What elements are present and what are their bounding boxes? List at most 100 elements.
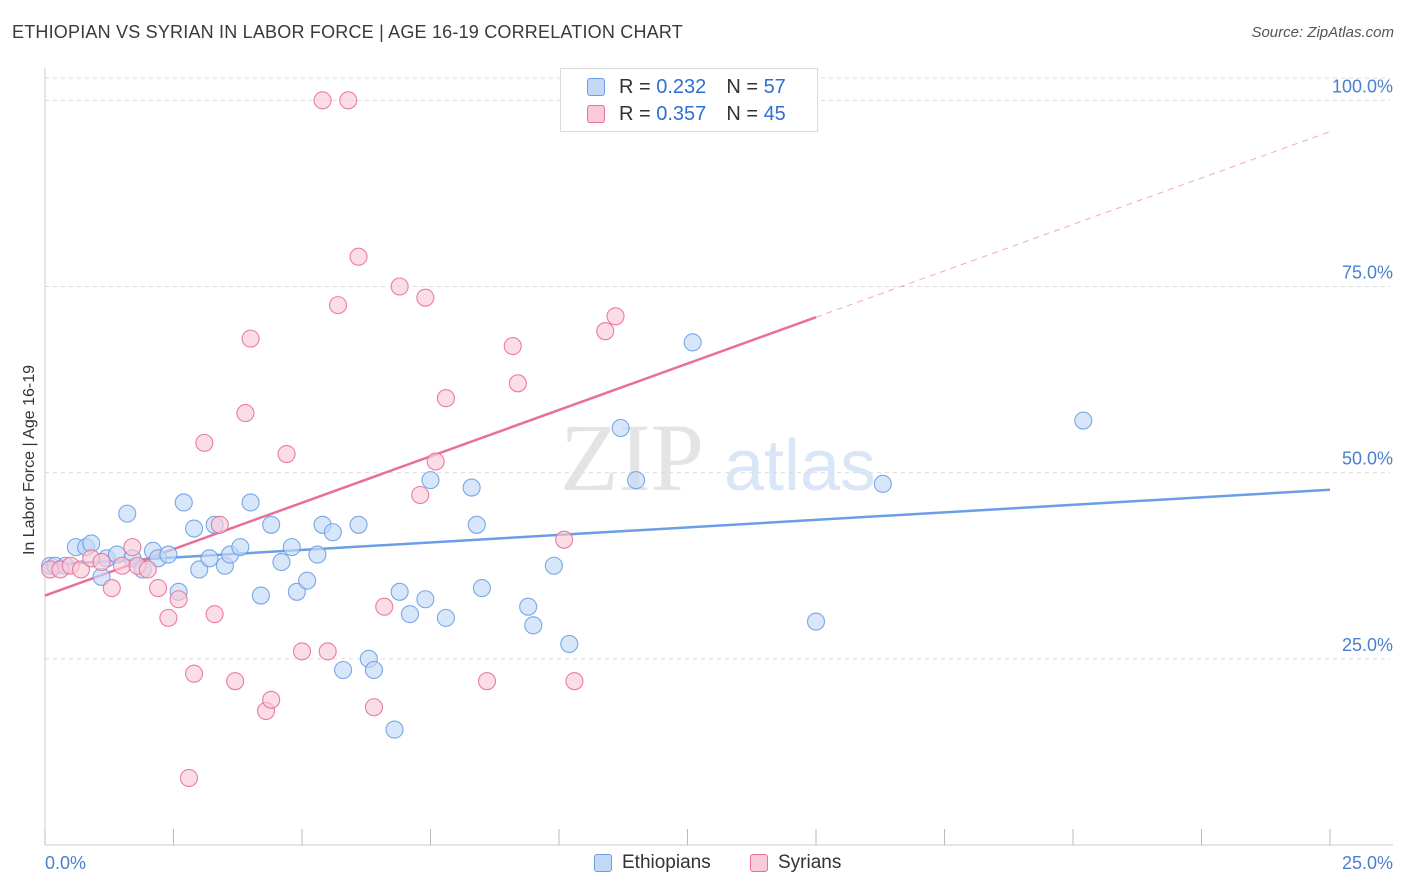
point-ethiopians [174, 493, 193, 512]
y-tick-label: 100.0% [1332, 76, 1393, 96]
point-syrians [123, 538, 142, 557]
point-syrians [138, 560, 157, 579]
point-ethiopians [390, 582, 409, 601]
point-ethiopians [308, 545, 327, 564]
point-syrians [277, 445, 296, 464]
point-syrians [210, 515, 229, 534]
point-syrians [102, 579, 121, 598]
chart-title: ETHIOPIAN VS SYRIAN IN LABOR FORCE | AGE… [12, 22, 683, 42]
point-ethiopians [806, 612, 826, 631]
point-syrians [292, 642, 312, 661]
bottom-legend-syrians: Syrians [750, 852, 841, 874]
point-syrians [364, 698, 384, 717]
legend-row-ethiopians: R = 0.232 N = 57 [587, 74, 786, 100]
point-syrians [113, 556, 132, 575]
legend-r-label: R = [619, 75, 651, 98]
point-syrians [596, 322, 615, 341]
point-ethiopians [436, 608, 455, 627]
point-syrians [195, 433, 214, 452]
point-syrians [149, 579, 168, 598]
point-ethiopians [349, 515, 368, 534]
point-ethiopians [873, 474, 892, 493]
point-syrians [508, 374, 527, 393]
bottom-legend-label-ethiopians: Ethiopians [622, 852, 711, 873]
point-syrians [339, 91, 358, 110]
point-syrians [179, 768, 198, 788]
source-label: Source: ZipAtlas.com [1251, 24, 1394, 41]
point-syrians [477, 672, 497, 691]
legend-r-label: R = [619, 102, 651, 125]
legend-n-label: N = [726, 102, 758, 125]
point-syrians [555, 530, 574, 549]
trend-line-ethiopians [44, 488, 1331, 567]
point-syrians [416, 288, 435, 307]
point-ethiopians [462, 478, 481, 497]
point-ethiopians [416, 590, 435, 609]
point-ethiopians [262, 515, 281, 534]
point-syrians [318, 642, 337, 661]
point-ethiopians [298, 571, 317, 590]
legend-row-syrians: R = 0.357 N = 45 [587, 101, 786, 127]
legend-r-value: 0.232 [656, 75, 707, 98]
legend-r-value: 0.357 [656, 102, 707, 125]
point-ethiopians [241, 493, 260, 512]
point-ethiopians [272, 552, 291, 572]
point-ethiopians [1074, 411, 1093, 430]
point-syrians [159, 608, 178, 627]
point-ethiopians [185, 519, 204, 538]
point-ethiopians [421, 471, 440, 490]
point-ethiopians [611, 418, 630, 438]
point-syrians [205, 605, 224, 624]
point-syrians [236, 404, 255, 423]
bottom-legend-label-syrians: Syrians [778, 852, 842, 873]
trend-lines [44, 131, 1331, 597]
trend-line-extension-syrians [815, 131, 1331, 318]
point-ethiopians [683, 333, 702, 352]
point-ethiopians [560, 634, 579, 653]
point-ethiopians [364, 660, 384, 680]
point-ethiopians [385, 720, 404, 739]
point-syrians [349, 247, 368, 266]
point-ethiopians [323, 523, 342, 542]
point-syrians [92, 552, 111, 572]
bottom-legend-ethiopians: Ethiopians [594, 852, 711, 874]
point-ethiopians [190, 560, 209, 579]
x-tick-label: 25.0% [1342, 853, 1393, 873]
y-tick-label: 75.0% [1342, 263, 1393, 283]
point-ethiopians [251, 586, 270, 605]
point-syrians [262, 690, 281, 709]
point-syrians [313, 91, 332, 110]
point-syrians [375, 597, 394, 616]
point-ethiopians [467, 515, 486, 534]
grid [45, 77, 1390, 660]
point-ethiopians [118, 504, 137, 523]
legend-swatch-ethiopians [587, 78, 605, 96]
point-syrians [411, 485, 430, 505]
point-ethiopians [200, 549, 219, 568]
watermark-atlas: atlas [724, 426, 876, 506]
point-syrians [426, 452, 445, 471]
point-syrians [71, 560, 91, 579]
point-ethiopians [400, 605, 419, 624]
bottom-swatch-ethiopians [594, 854, 612, 872]
legend: R = 0.232 N = 57 R = 0.357 N = 45 [560, 68, 818, 132]
point-ethiopians [544, 556, 563, 575]
point-syrians [169, 590, 188, 609]
point-ethiopians [231, 538, 250, 557]
tick-labels: 25.0% 50.0% 75.0% 100.0% 0.0% 25.0% [45, 76, 1393, 873]
point-ethiopians [519, 597, 538, 616]
point-ethiopians [159, 545, 178, 564]
point-syrians [606, 307, 625, 326]
y-tick-label: 50.0% [1342, 449, 1393, 469]
axes [44, 68, 1393, 846]
x-tick-label: 0.0% [45, 853, 86, 873]
bottom-swatch-syrians [750, 854, 768, 872]
point-ethiopians [627, 471, 646, 490]
point-ethiopians [524, 616, 543, 635]
data-points [41, 91, 1093, 788]
point-syrians [185, 664, 204, 683]
point-ethiopians [334, 660, 353, 680]
watermark-zip: ZIP [560, 404, 704, 511]
point-syrians [241, 329, 260, 348]
